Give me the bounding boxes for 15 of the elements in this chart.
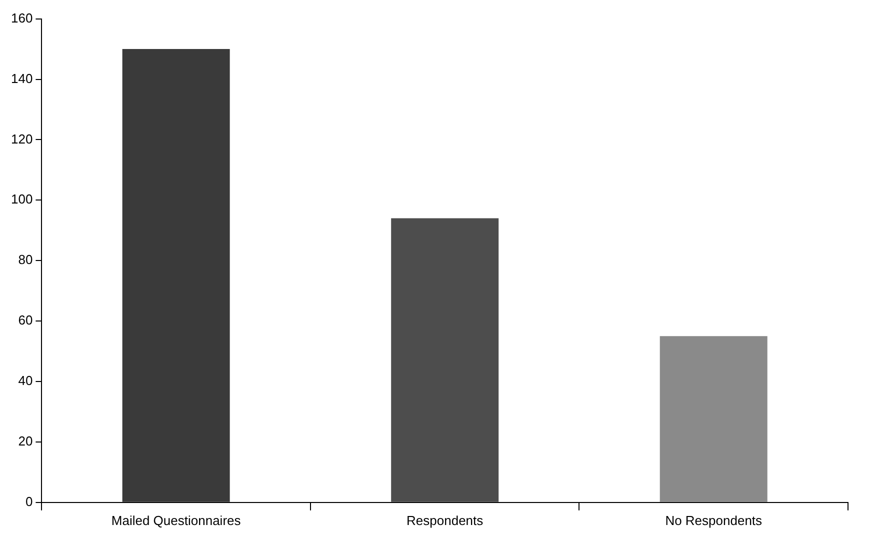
y-tick-label: 0 xyxy=(25,494,33,509)
y-tick-label: 60 xyxy=(18,312,33,328)
x-tick-label: Respondents xyxy=(406,512,484,528)
bar xyxy=(122,49,230,502)
x-tick-label: Mailed Questionnaires xyxy=(111,512,242,528)
x-tick-label: No Respondents xyxy=(665,512,763,528)
y-tick-label: 40 xyxy=(18,373,33,388)
bar xyxy=(660,336,768,502)
y-tick-label: 140 xyxy=(10,70,33,86)
bar xyxy=(391,218,499,502)
y-tick-label: 160 xyxy=(10,10,33,26)
y-tick-label: 120 xyxy=(10,131,33,146)
y-tick-label: 20 xyxy=(18,434,33,449)
y-tick-label: 80 xyxy=(18,252,33,268)
y-tick-label: 100 xyxy=(10,192,33,207)
